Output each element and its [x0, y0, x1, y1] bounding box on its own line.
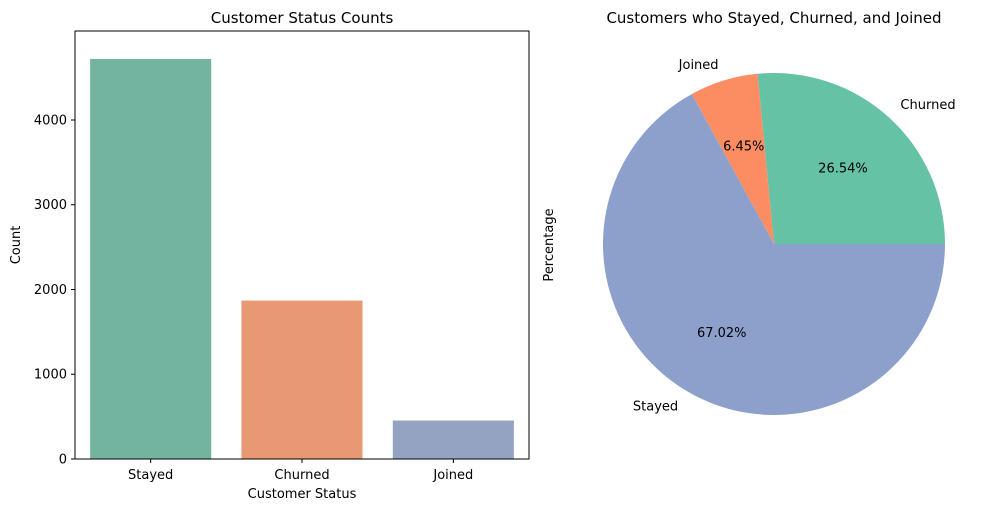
x-tick-label: Joined	[432, 468, 473, 483]
bar-chart: Customer Status Counts 0 1000 2000 3000 4000…	[9, 9, 530, 502]
pie-slices	[603, 72, 945, 416]
bar-stayed	[90, 58, 212, 459]
y-tick-label: 2000	[34, 283, 67, 298]
pie-y-axis-label: Percentage	[542, 208, 557, 281]
pie-pct-label: 26.54%	[818, 162, 868, 177]
pie-labels: Churned 26.54% Joined 6.45% Stayed 67.02%	[633, 58, 956, 415]
pie-pct-label: 6.45%	[723, 139, 764, 154]
y-tick-label: 3000	[34, 198, 67, 213]
bar-joined	[392, 420, 514, 459]
bar-y-ticks: 0 1000 2000 3000 4000	[34, 113, 75, 468]
bar-y-axis-label: Count	[9, 226, 24, 265]
pie-chart-title: Customers who Stayed, Churned, and Joine…	[606, 9, 941, 27]
pie-label: Churned	[900, 98, 955, 113]
pie-slice-churned	[757, 72, 945, 244]
y-tick-label: 1000	[34, 368, 67, 383]
pie-chart: Customers who Stayed, Churned, and Joine…	[542, 9, 956, 416]
pie-slice-joined	[691, 73, 774, 244]
pie-pct-label: 67.02%	[697, 326, 747, 341]
bar-x-ticks: Stayed Churned Joined	[128, 459, 473, 483]
bar-churned	[241, 300, 363, 459]
bar-marks	[90, 58, 514, 459]
y-tick-label: 4000	[34, 113, 67, 128]
y-tick-label: 0	[59, 453, 67, 468]
bar-x-axis-label: Customer Status	[248, 487, 357, 502]
pie-label: Stayed	[633, 399, 678, 414]
bar-chart-title: Customer Status Counts	[211, 9, 394, 27]
pie-slice-stayed	[603, 94, 945, 416]
pie-label: Joined	[678, 58, 719, 73]
x-tick-label: Stayed	[128, 468, 173, 483]
x-tick-label: Churned	[274, 468, 329, 483]
